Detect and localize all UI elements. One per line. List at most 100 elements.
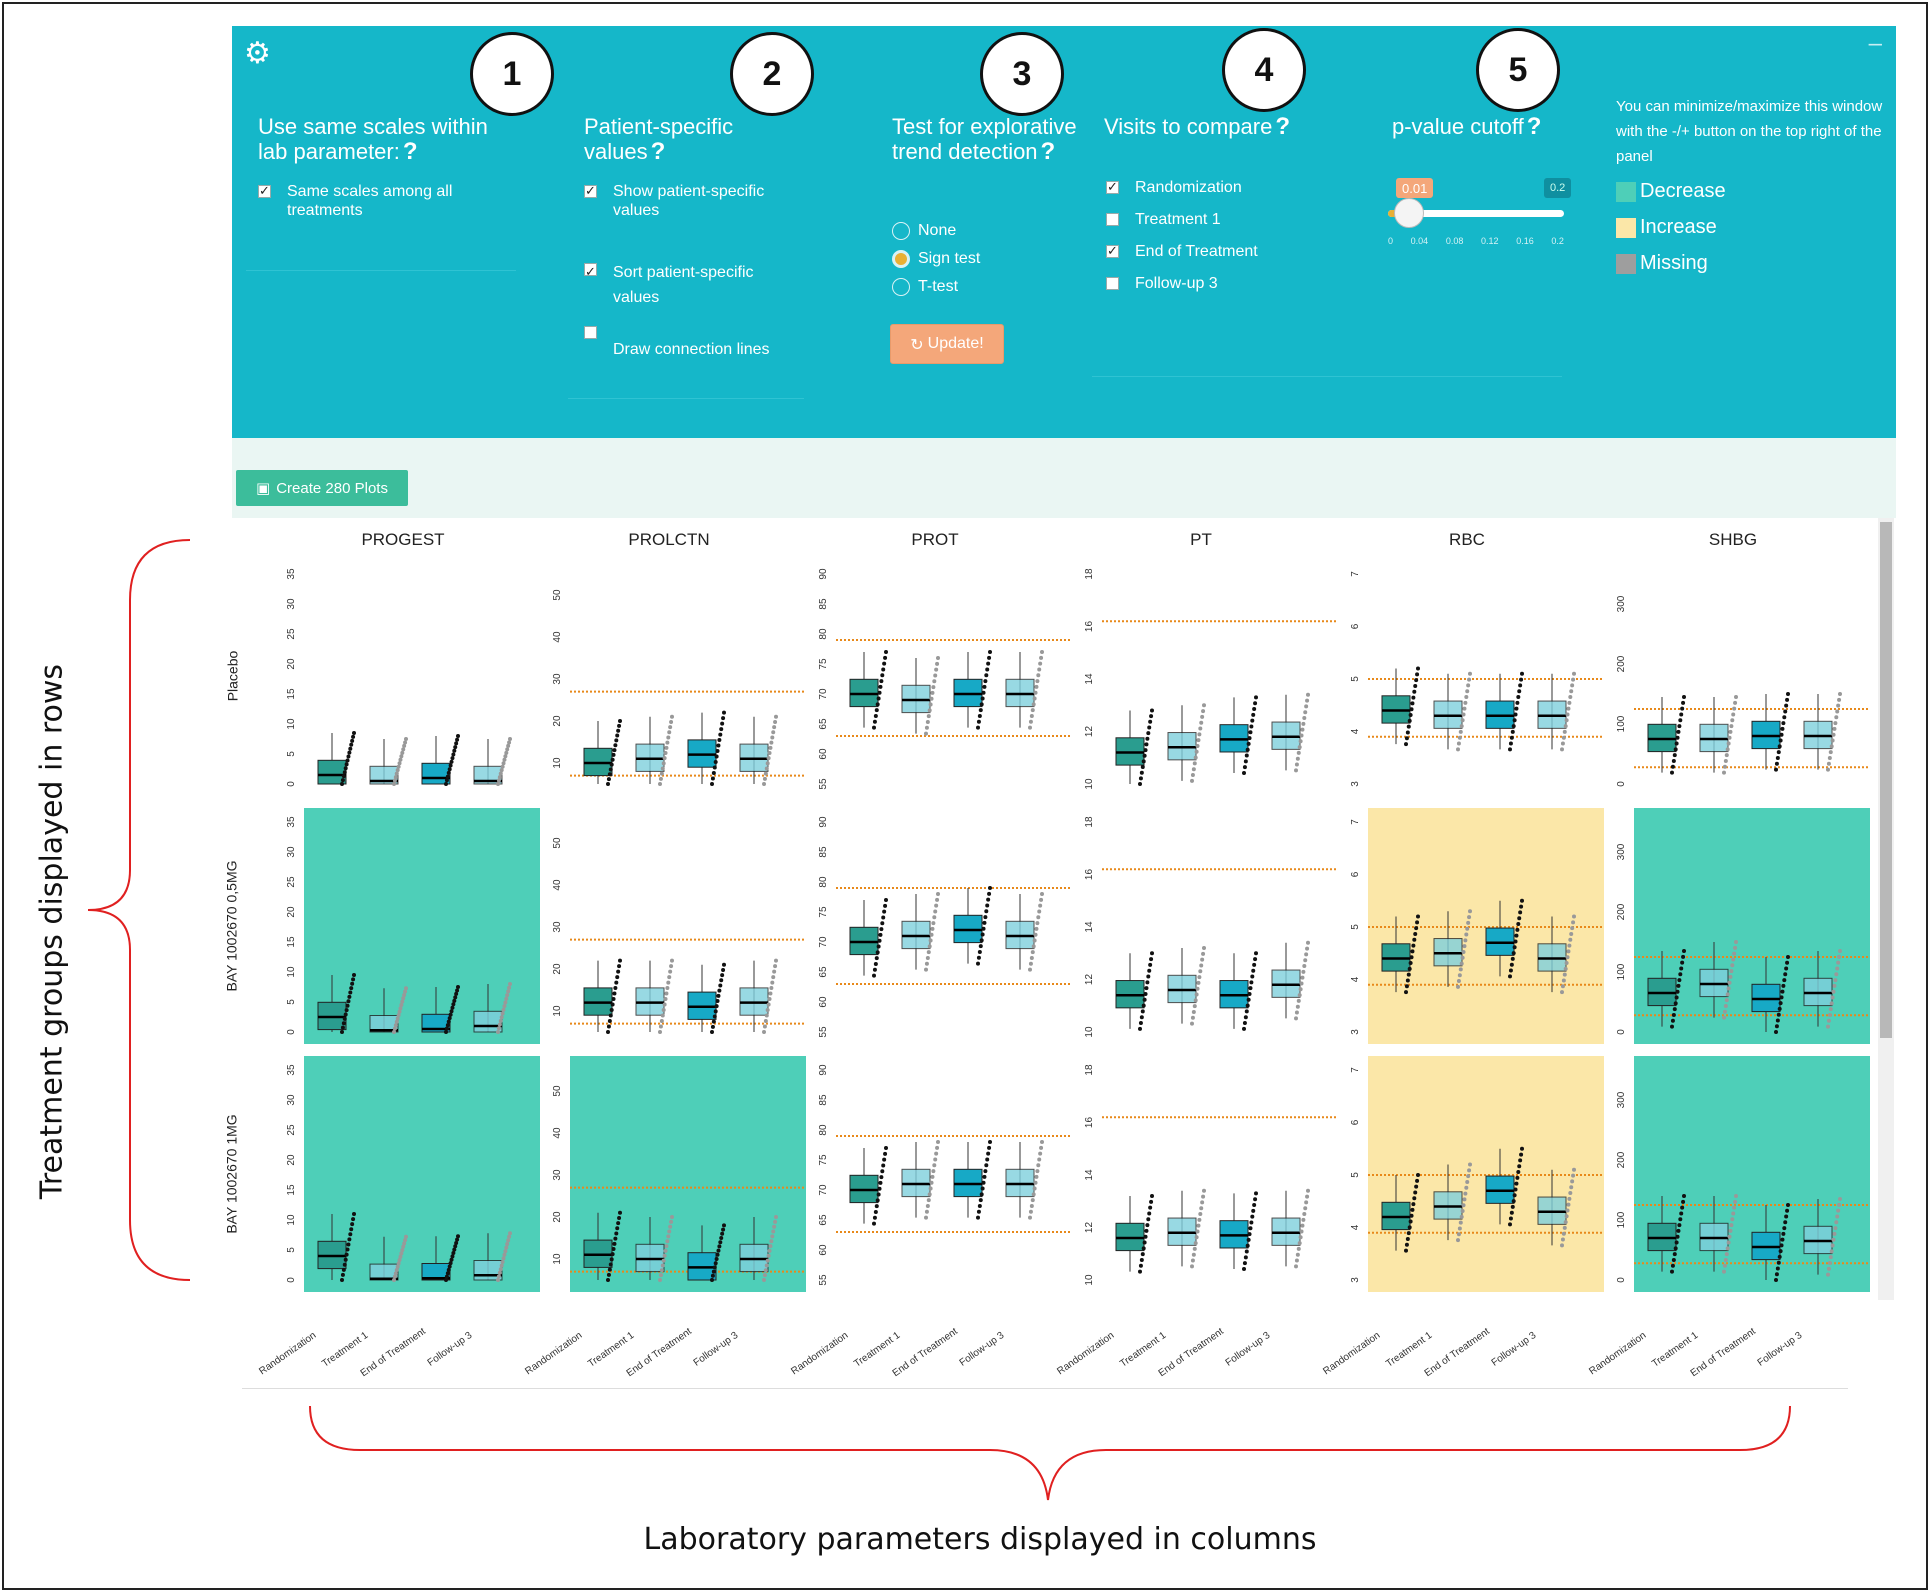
checkbox-icon[interactable] bbox=[584, 260, 597, 285]
checkbox-icon[interactable] bbox=[1106, 277, 1119, 290]
patient-point bbox=[986, 897, 991, 902]
pvalue-slider-track[interactable] bbox=[1388, 210, 1564, 217]
checkbox-icon[interactable] bbox=[258, 182, 271, 201]
patient-point bbox=[762, 1024, 767, 1029]
checkbox-icon[interactable] bbox=[1106, 178, 1119, 197]
y-tick-label: 30 bbox=[552, 673, 563, 685]
help-icon[interactable]: ? bbox=[650, 138, 666, 165]
radio-circle-icon[interactable] bbox=[892, 222, 910, 240]
radio-sign-test[interactable]: Sign test bbox=[892, 250, 980, 268]
patient-point bbox=[1829, 1001, 1834, 1006]
patient-point bbox=[1036, 915, 1041, 920]
update-button[interactable]: ↻ Update! bbox=[890, 324, 1004, 364]
visit-treatment1-checkbox[interactable]: Treatment 1 bbox=[1106, 210, 1221, 229]
help-icon[interactable]: ? bbox=[1040, 138, 1056, 165]
patient-point bbox=[721, 967, 726, 972]
patient-point bbox=[715, 998, 720, 1003]
visit-followup-checkbox[interactable]: Follow-up 3 bbox=[1106, 274, 1218, 293]
checkbox-icon[interactable] bbox=[584, 326, 597, 339]
patient-point bbox=[664, 991, 669, 996]
same-scales-checkbox[interactable]: Same scales among all treatments bbox=[258, 182, 478, 220]
patient-point bbox=[1511, 1199, 1516, 1204]
help-icon[interactable]: ? bbox=[1275, 113, 1291, 140]
patient-point bbox=[661, 1258, 666, 1263]
patient-point bbox=[988, 1140, 992, 1144]
patient-point bbox=[394, 771, 399, 776]
patient-point bbox=[1465, 1179, 1470, 1184]
help-icon[interactable]: ? bbox=[402, 138, 418, 165]
gears-icon[interactable]: ⚙ bbox=[244, 36, 271, 71]
patient-point bbox=[1670, 764, 1675, 769]
patient-point bbox=[1028, 1215, 1032, 1220]
missing-swatch bbox=[1616, 253, 1636, 274]
patient-point bbox=[935, 1145, 940, 1150]
patient-point bbox=[348, 990, 353, 995]
patient-point bbox=[1459, 724, 1464, 729]
patient-point bbox=[1778, 738, 1783, 743]
patient-point bbox=[668, 1224, 673, 1229]
pvalue-slider-handle[interactable] bbox=[1394, 198, 1424, 228]
patient-point bbox=[1784, 1214, 1789, 1219]
patient-point bbox=[1560, 1237, 1565, 1242]
patient-point bbox=[774, 1215, 778, 1219]
checkbox-icon[interactable] bbox=[1106, 213, 1119, 226]
patient-point bbox=[1033, 690, 1038, 695]
patient-point bbox=[1826, 1272, 1830, 1277]
patient-point bbox=[884, 898, 888, 902]
patient-point bbox=[1782, 715, 1787, 720]
scrollbar-thumb[interactable] bbox=[1880, 522, 1892, 1038]
patient-point bbox=[1775, 1018, 1780, 1023]
patient-point bbox=[1249, 980, 1254, 985]
patient-point bbox=[1780, 726, 1785, 731]
patient-point bbox=[1675, 989, 1680, 994]
patient-point bbox=[1294, 1264, 1298, 1269]
patient-point bbox=[1037, 1157, 1042, 1162]
patient-point bbox=[1779, 1243, 1784, 1248]
patient-point bbox=[1785, 1208, 1790, 1213]
patient-point bbox=[1565, 955, 1570, 960]
patient-point bbox=[1143, 1234, 1148, 1239]
patient-point bbox=[397, 1009, 402, 1014]
patient-point bbox=[399, 1251, 404, 1256]
patient-point bbox=[1785, 960, 1790, 965]
patient-point bbox=[1671, 1012, 1676, 1017]
patient-point bbox=[496, 782, 500, 786]
minimize-button[interactable]: – bbox=[1868, 30, 1882, 57]
patient-point bbox=[1192, 1004, 1197, 1009]
patient-point bbox=[393, 1023, 398, 1028]
patient-point bbox=[982, 1174, 987, 1179]
patient-point bbox=[924, 1215, 928, 1220]
sort-values-checkbox[interactable]: Sort patient-specific values bbox=[584, 260, 794, 310]
y-tick-label: 4 bbox=[1350, 1224, 1361, 1230]
patient-point bbox=[1670, 1263, 1675, 1268]
radio-t-test[interactable]: T-test bbox=[892, 278, 958, 296]
y-tick-label: 15 bbox=[286, 936, 297, 948]
radio-circle-icon[interactable] bbox=[892, 278, 910, 296]
y-tick-label: 20 bbox=[286, 906, 297, 918]
checkbox-icon[interactable] bbox=[584, 182, 597, 201]
connection-lines-checkbox[interactable]: Draw connection lines bbox=[584, 326, 814, 359]
patient-point bbox=[933, 673, 938, 678]
patient-point bbox=[934, 1151, 939, 1156]
help-icon[interactable]: ? bbox=[1526, 113, 1542, 140]
show-values-checkbox[interactable]: Show patient-specific values bbox=[584, 182, 794, 220]
create-plots-button[interactable]: ▣ Create 280 Plots bbox=[236, 470, 408, 506]
patient-point bbox=[767, 997, 772, 1002]
visit-end-checkbox[interactable]: End of Treatment bbox=[1106, 242, 1258, 261]
patient-point bbox=[929, 1180, 934, 1185]
patient-point bbox=[881, 1163, 886, 1168]
y-tick-label: 25 bbox=[286, 1124, 297, 1136]
y-tick-label: 6 bbox=[1350, 871, 1361, 877]
patient-point bbox=[498, 771, 503, 776]
boxplot-panel: 10 12 14 16 18 bbox=[1080, 560, 1338, 798]
visit-randomization-checkbox[interactable]: Randomization bbox=[1106, 178, 1242, 197]
radio-none[interactable]: None bbox=[892, 222, 956, 240]
patient-point bbox=[771, 1229, 776, 1234]
patient-point bbox=[349, 1227, 354, 1232]
patient-point bbox=[1670, 1269, 1674, 1274]
checkbox-icon[interactable] bbox=[1106, 242, 1119, 261]
boxplot-svg: 0 100 200 300 bbox=[1616, 1056, 1870, 1292]
patient-point bbox=[444, 1278, 448, 1282]
radio-circle-icon[interactable] bbox=[892, 250, 910, 268]
patient-point bbox=[1410, 1207, 1415, 1212]
